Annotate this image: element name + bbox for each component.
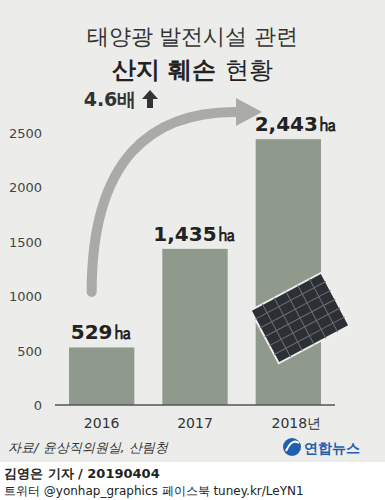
- y-tick-label: 1000: [9, 289, 42, 304]
- y-tick-label: 1500: [9, 235, 42, 250]
- x-tick-label: 2016: [84, 415, 120, 431]
- data-label: 2,443㏊: [255, 112, 338, 136]
- solar-panel-icon: [251, 273, 350, 364]
- bar: [69, 347, 134, 405]
- x-tick-label: 2017: [177, 415, 213, 431]
- panel-line: [286, 292, 314, 345]
- page: 태양광 발전시설 관련산지 훼손 현황 0 500 1000 1500 2000 2500 4…: [0, 0, 385, 500]
- footer: 트위터 @yonhap_graphics 페이스북 tuney.kr/LeYN1: [4, 484, 304, 498]
- panel-line: [274, 298, 302, 351]
- annotation: 4.6배: [84, 88, 137, 110]
- x-tick-label: 2018년: [272, 415, 322, 431]
- byline: 김영은 기자 / 20190404: [4, 466, 160, 481]
- logo-swoosh: [286, 442, 299, 451]
- footer-background: [0, 462, 385, 500]
- bar: [162, 249, 227, 405]
- logo-text: 연합뉴스: [304, 440, 360, 456]
- y-tick-label: 0: [34, 398, 42, 413]
- data-label: 1,435㏊: [153, 222, 236, 246]
- subtitle-normal: 현황: [225, 56, 273, 84]
- bars: [69, 139, 321, 405]
- subtitle-bold: 산지 훼손: [112, 56, 225, 84]
- title: 태양광 발전시설 관련: [87, 24, 299, 49]
- y-tick-label: 2000: [9, 180, 42, 195]
- source: 자료/ 윤상직의원실, 산림청: [8, 440, 169, 455]
- panel-frame: [251, 273, 350, 364]
- panel-line: [298, 285, 326, 338]
- bar: [256, 139, 321, 405]
- up-arrow-icon: [142, 90, 158, 108]
- chart: 태양광 발전시설 관련산지 훼손 현황 0 500 1000 1500 2000 2500 4…: [0, 0, 385, 500]
- panel-line: [262, 304, 290, 357]
- x-axis: [55, 404, 335, 406]
- data-label: 529㏊: [71, 320, 133, 344]
- logo-mark: [283, 438, 301, 456]
- background: [0, 0, 385, 462]
- panel-line: [309, 279, 337, 332]
- subtitle: 산지 훼손 현황: [112, 56, 273, 84]
- y-tick-label: 500: [17, 344, 42, 359]
- y-tick-label: 2500: [9, 126, 42, 141]
